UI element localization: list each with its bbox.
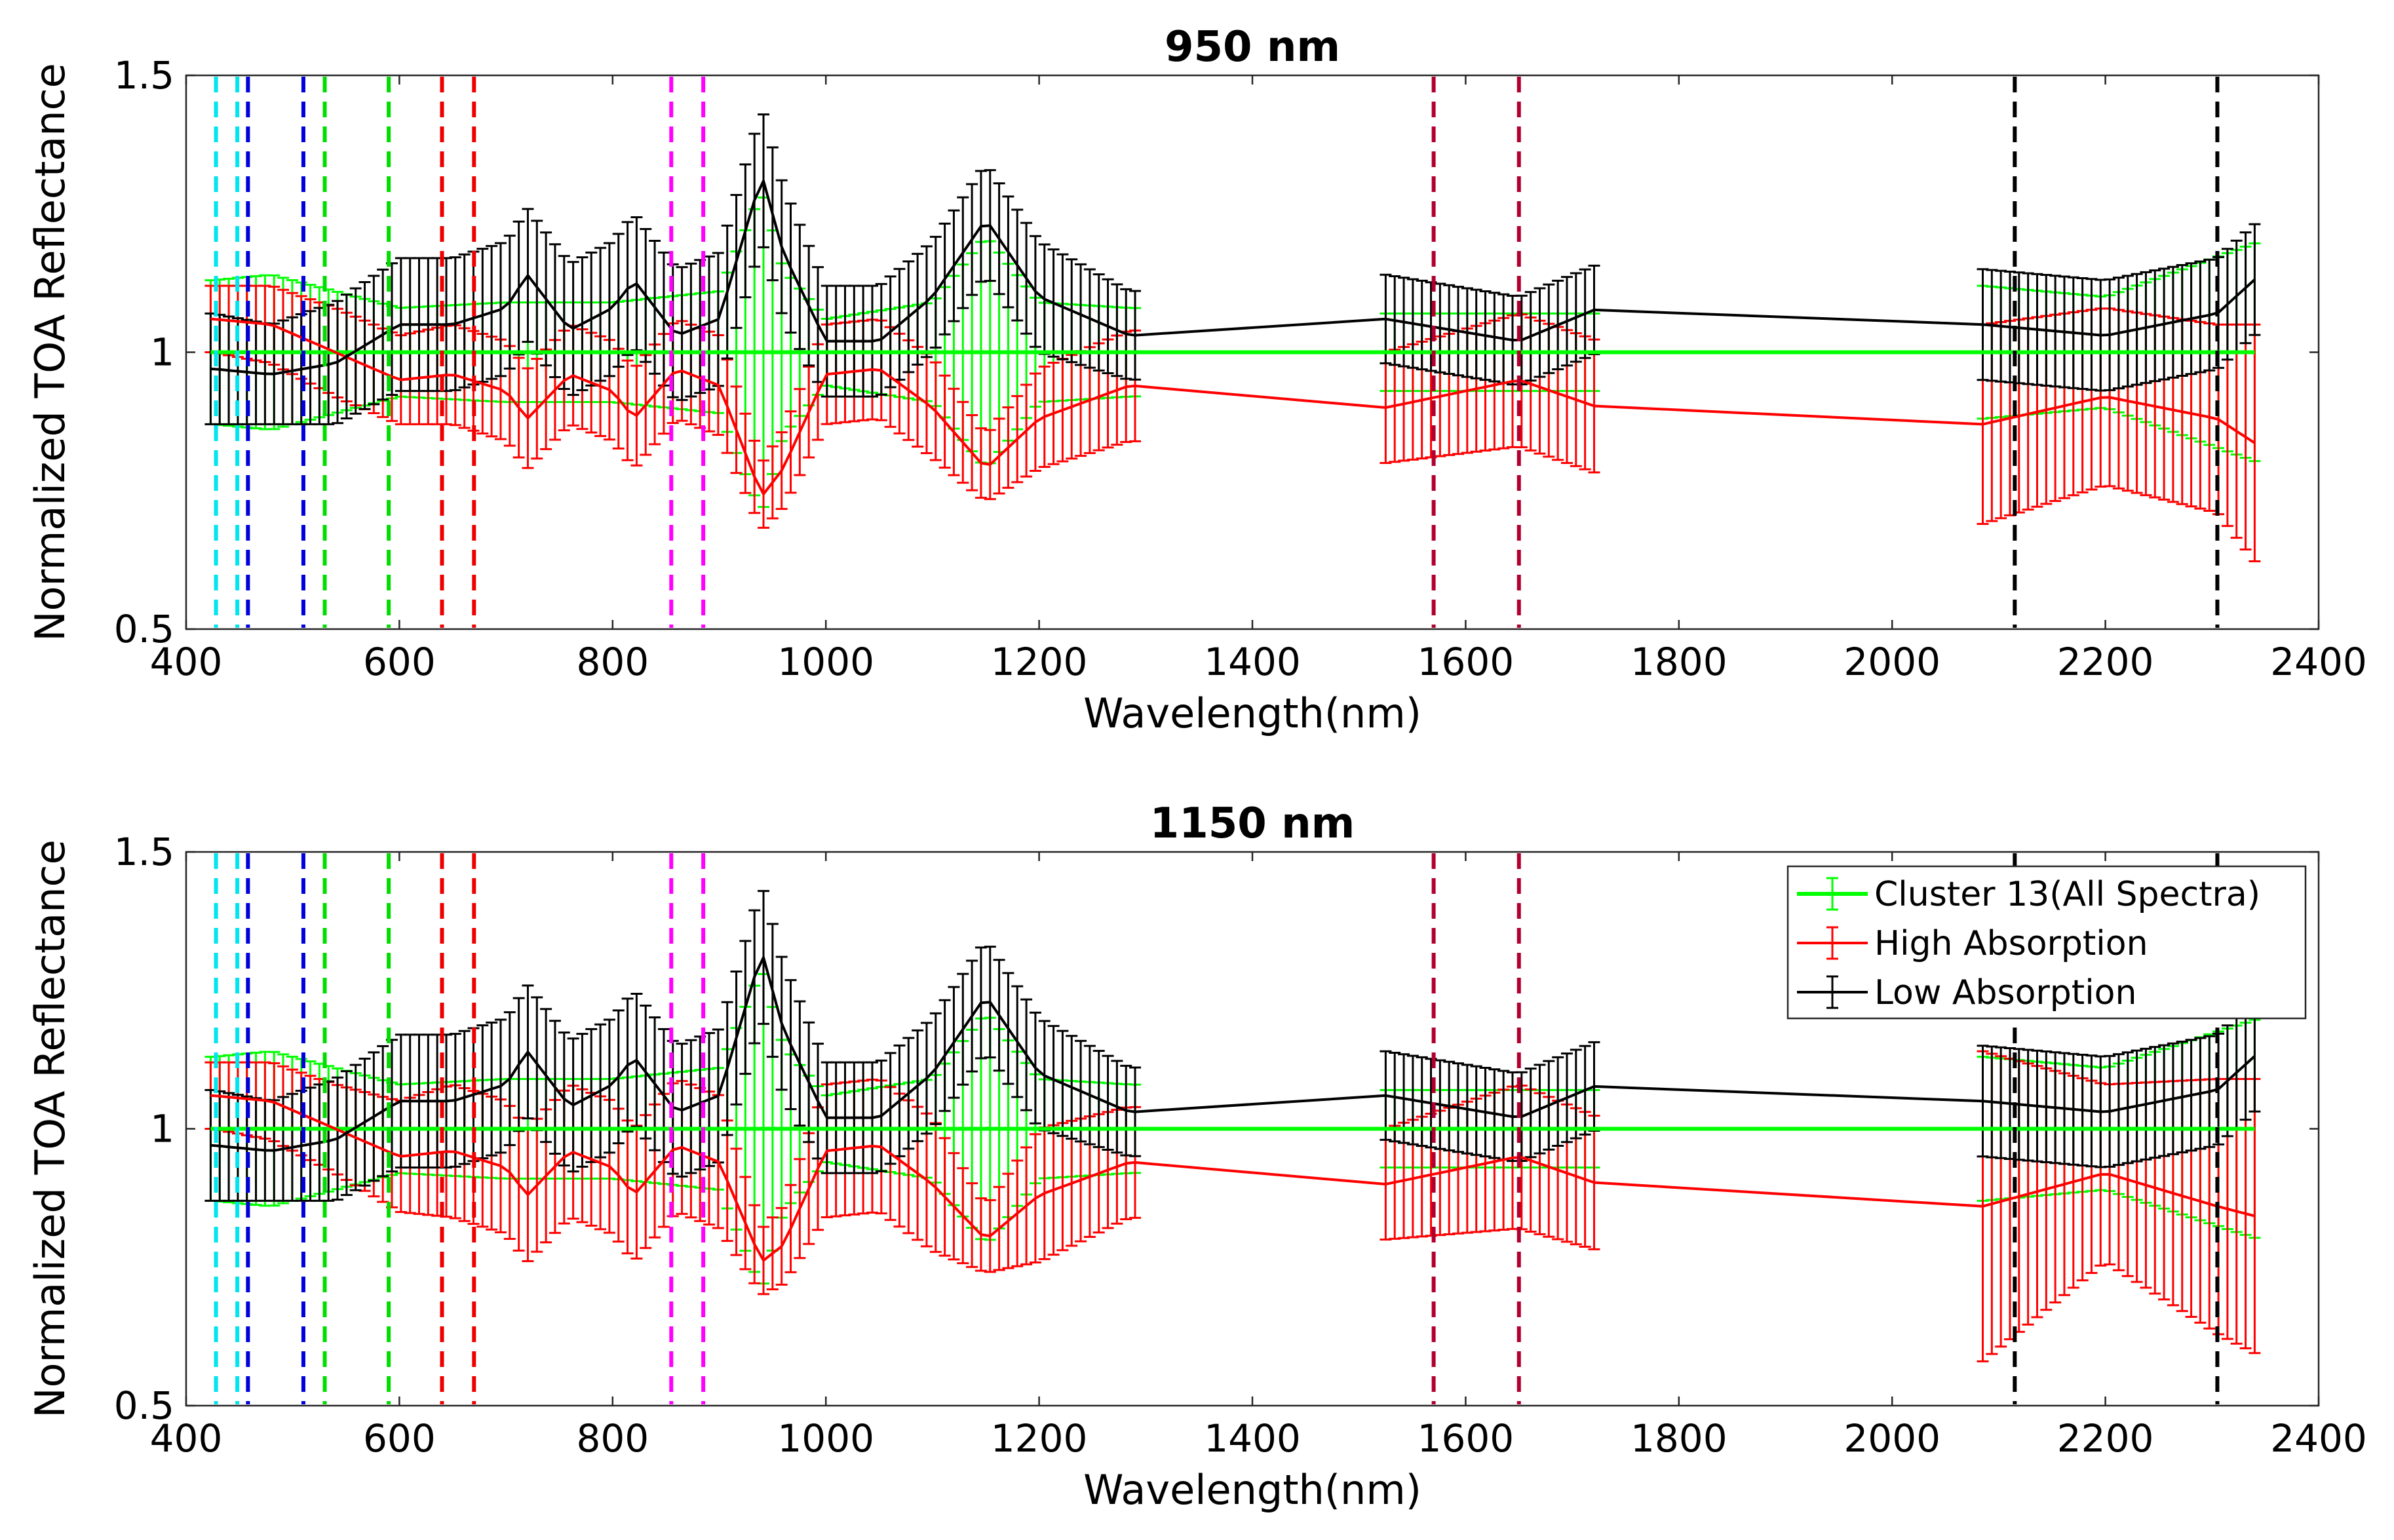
x-tick-label: 800 bbox=[576, 640, 649, 684]
x-tick-label: 1400 bbox=[1204, 1416, 1301, 1461]
x-tick-label: 1000 bbox=[777, 1416, 874, 1461]
x-tick-label: 1600 bbox=[1418, 1416, 1515, 1461]
legend-entry: Low Absorption bbox=[1874, 973, 2136, 1012]
y-tick-label: 1 bbox=[150, 330, 174, 375]
chart-title: 950 nm bbox=[1165, 23, 1340, 71]
x-tick-label: 2200 bbox=[2057, 640, 2154, 684]
y-tick-label: 1.5 bbox=[114, 830, 174, 874]
x-tick-label: 1200 bbox=[991, 640, 1088, 684]
x-tick-label: 1200 bbox=[991, 1416, 1088, 1461]
x-tick-label: 2400 bbox=[2270, 1416, 2367, 1461]
x-tick-label: 1800 bbox=[1631, 1416, 1728, 1461]
y-axis-label: Normalized TOA Reflectance bbox=[26, 63, 74, 642]
x-tick-label: 1800 bbox=[1631, 640, 1728, 684]
legend-entry: Cluster 13(All Spectra) bbox=[1874, 875, 2260, 914]
x-tick-label: 2200 bbox=[2057, 1416, 2154, 1461]
y-tick-label: 0.5 bbox=[114, 607, 174, 651]
x-tick-label: 600 bbox=[363, 640, 436, 684]
y-tick-label: 0.5 bbox=[114, 1383, 174, 1428]
y-tick-label: 1 bbox=[150, 1107, 174, 1151]
x-tick-label: 1600 bbox=[1418, 640, 1515, 684]
x-tick-label: 2000 bbox=[1844, 1416, 1940, 1461]
x-tick-label: 600 bbox=[363, 1416, 436, 1461]
x-tick-label: 1000 bbox=[777, 640, 874, 684]
x-axis-label: Wavelength(nm) bbox=[1083, 1466, 1421, 1514]
legend: Cluster 13(All Spectra) High Absorption Lo… bbox=[1788, 866, 2306, 1018]
y-tick-label: 1.5 bbox=[114, 53, 174, 98]
chart-title: 1150 nm bbox=[1150, 799, 1355, 848]
legend-entry: High Absorption bbox=[1874, 924, 2148, 963]
y-axis-label: Normalized TOA Reflectance bbox=[26, 839, 74, 1418]
x-axis-label: Wavelength(nm) bbox=[1083, 689, 1421, 737]
x-tick-label: 1400 bbox=[1204, 640, 1301, 684]
x-tick-label: 800 bbox=[576, 1416, 649, 1461]
x-tick-label: 2400 bbox=[2270, 640, 2367, 684]
x-tick-label: 2000 bbox=[1844, 640, 1940, 684]
